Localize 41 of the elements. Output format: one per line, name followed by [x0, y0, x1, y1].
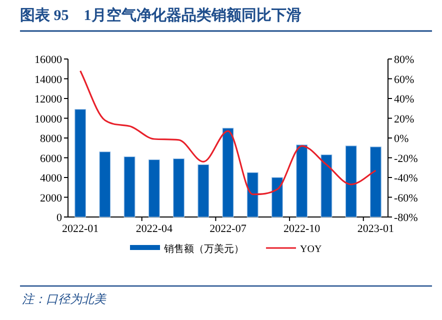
y-tick-label: 0	[56, 212, 62, 224]
y-tick-label: 2000	[40, 192, 62, 204]
text: 注：口径为北美	[22, 292, 107, 306]
y-tick-label: 6000	[40, 152, 62, 165]
y2-tick-label: 80%	[394, 54, 414, 66]
x-tick-label: 2022-04	[136, 223, 173, 235]
x-tick-label: 2022-10	[284, 223, 321, 235]
chart-title: 图表 95 1月空气净化器品类销额同比下滑	[20, 6, 302, 24]
bar	[74, 109, 86, 218]
y2-tick-label: 0%	[394, 133, 409, 145]
bar	[370, 146, 382, 218]
y2-tick-label: -20%	[394, 152, 418, 165]
line-series	[80, 70, 376, 196]
bar	[320, 154, 332, 218]
y2-tick-label: 40%	[394, 94, 414, 106]
x-tick-label: 2022-07	[210, 223, 247, 235]
y-tick-label: 4000	[40, 172, 62, 184]
y2-tick-label: -60%	[394, 192, 418, 204]
y2-tick-label: -40%	[394, 172, 418, 184]
y-tick-label: 10000	[34, 113, 62, 126]
y-tick-label: 16000	[34, 54, 62, 66]
x-tick-label: 2023-01	[357, 223, 394, 235]
y-tick-label: 12000	[34, 94, 62, 106]
bar	[222, 128, 234, 218]
y-tick-label: 8000	[40, 133, 62, 145]
bar	[124, 156, 136, 218]
y-tick-label: 14000	[34, 74, 62, 86]
bar	[296, 144, 308, 218]
bar	[198, 164, 210, 218]
bar	[99, 152, 111, 218]
legend-label: YOY	[300, 244, 322, 255]
bar	[246, 172, 258, 218]
bar	[173, 158, 184, 218]
y2-tick-label: -80%	[394, 212, 418, 224]
bar	[148, 159, 160, 218]
legend-label: 销售额（万美元）	[163, 243, 244, 255]
y2-tick-label: 20%	[394, 113, 414, 126]
x-tick-label: 2022-01	[62, 223, 99, 235]
y2-tick-label: 60%	[394, 74, 414, 86]
bar	[345, 146, 357, 218]
bar	[272, 177, 283, 218]
